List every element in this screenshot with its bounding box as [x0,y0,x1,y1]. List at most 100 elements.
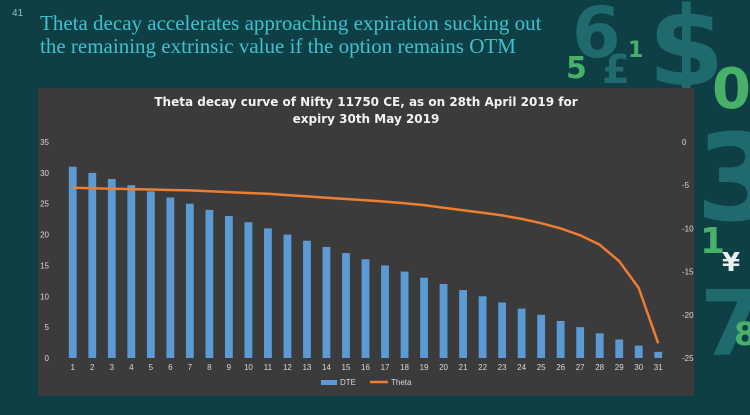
page-number: 41 [12,8,24,19]
right-axis-tick-label: -25 [682,354,694,363]
left-axis-tick-label: 20 [40,231,49,240]
dte-bar [459,290,467,358]
x-axis-tick-label: 24 [517,363,526,372]
dte-bar [361,259,370,358]
x-axis-tick-label: 21 [459,363,468,372]
background-glyph: 1 [700,221,726,262]
dte-bar [517,308,526,358]
x-axis-tick-label: 11 [264,363,273,372]
x-axis-tick-label: 27 [576,363,585,372]
x-axis-tick-label: 12 [283,363,292,372]
right-axis-tick-label: -20 [682,311,694,320]
dte-bar [146,191,155,358]
chart-panel: Theta decay curve of Nifty 11750 CE, as … [38,88,694,396]
dte-bar [595,333,604,358]
background-glyph: 7 [700,272,750,377]
dte-bar [576,327,585,358]
x-axis-tick-label: 26 [556,363,565,372]
x-axis-tick-label: 16 [361,363,370,372]
x-axis-tick-label: 19 [420,363,429,372]
dte-bar [283,234,292,358]
x-axis-tick-label: 25 [537,363,546,372]
left-axis-tick-label: 0 [45,354,50,363]
slide-headline: Theta decay accelerates approaching expi… [40,11,542,58]
right-axis-tick-label: -5 [682,181,690,190]
x-axis-tick-label: 8 [207,363,212,372]
left-axis-tick-label: 25 [40,200,49,209]
right-axis-tick-label: 0 [682,138,687,147]
chart-legend: DTE Theta [321,378,412,387]
background-glyph: 0 [712,57,750,122]
x-axis-tick-label: 28 [595,363,604,372]
background-glyph: 1 [628,38,644,63]
dte-bar [420,277,428,358]
background-glyph: 5 [566,51,587,86]
x-axis-tick-label: 5 [149,363,154,372]
left-axis-tick-label: 5 [45,323,50,332]
background-glyph: 8 [734,315,750,353]
background-glyph: 3 [696,110,750,249]
x-axis-tick-label: 17 [381,363,390,372]
x-axis-tick-label: 15 [342,363,351,372]
dte-bar [537,314,546,358]
dte-bar [88,172,97,358]
left-axis-tick-label: 35 [40,138,49,147]
dte-bar [654,351,663,358]
right-axis-tick-label: -15 [682,268,694,277]
x-axis-tick-label: 2 [90,363,95,372]
background-glyph: ¥ [722,248,741,278]
dte-bar [478,296,487,358]
chart-title-line-1: Theta decay curve of Nifty 11750 CE, as … [154,95,577,109]
dte-bar [166,197,175,358]
dte-bar [68,166,77,358]
x-axis-tick-label: 22 [478,363,487,372]
x-axis-tick-label: 3 [110,363,115,372]
x-axis-tick-label: 13 [302,363,311,372]
background-glyph: $ [648,0,725,111]
x-axis-tick-label: 18 [400,363,409,372]
x-axis-tick-label: 14 [322,363,331,372]
dte-bar [264,228,272,358]
dte-bar [205,209,214,358]
legend-label-dte: DTE [340,378,356,387]
dte-bar [342,253,350,358]
legend-label-theta: Theta [391,378,412,387]
x-axis-tick-label: 31 [654,363,663,372]
x-axis-tick-label: 10 [244,363,253,372]
dte-bar [634,345,643,358]
theta-decay-chart: Theta decay curve of Nifty 11750 CE, as … [40,95,694,387]
background-glyph: £ [602,47,630,93]
background-glyph: 6 [572,0,621,74]
dte-bar [244,222,253,358]
theta-line [72,186,660,344]
dte-bar [400,271,409,358]
dte-bar [107,179,116,358]
legend-swatch-dte [321,380,337,385]
left-axis-tick-label: 10 [40,292,49,301]
dte-bar [381,265,389,358]
dte-bar [615,339,624,358]
dte-bar [556,320,565,358]
x-axis-tick-label: 30 [634,363,643,372]
dte-bar [127,185,136,358]
x-axis-tick-label: 23 [498,363,507,372]
left-axis-tick-label: 15 [40,261,49,270]
x-axis-tick-label: 29 [615,363,624,372]
x-axis-tick-label: 6 [168,363,173,372]
right-axis-tick-label: -10 [682,224,694,233]
dte-bar [322,246,331,358]
dte-bar [303,240,311,358]
dte-bars [68,166,663,358]
dte-bar [224,216,233,358]
chart-title-line-2: expiry 30th May 2019 [293,112,440,126]
dte-bar [498,302,507,358]
x-axis-tick-label: 7 [188,363,193,372]
left-axis-tick-label: 30 [40,169,49,178]
x-axis-tick-label: 20 [439,363,448,372]
x-axis-tick-label: 4 [129,363,134,372]
x-axis-tick-label: 9 [227,363,232,372]
dte-bar [439,283,448,358]
theta-line-layer [72,186,660,344]
x-axis-tick-label: 1 [71,363,76,372]
